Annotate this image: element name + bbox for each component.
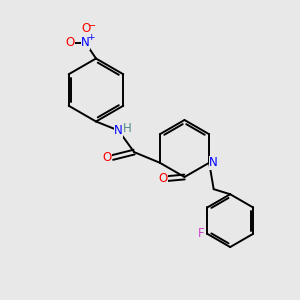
Text: F: F xyxy=(197,227,204,240)
Text: N: N xyxy=(209,156,218,169)
Text: O: O xyxy=(103,151,112,164)
Text: +: + xyxy=(87,33,94,42)
Text: O: O xyxy=(65,36,74,50)
Text: N: N xyxy=(81,36,90,50)
Text: O: O xyxy=(158,172,167,185)
Text: O: O xyxy=(81,22,90,35)
Text: −: − xyxy=(88,20,96,31)
Text: H: H xyxy=(122,122,131,135)
Text: N: N xyxy=(114,124,123,137)
